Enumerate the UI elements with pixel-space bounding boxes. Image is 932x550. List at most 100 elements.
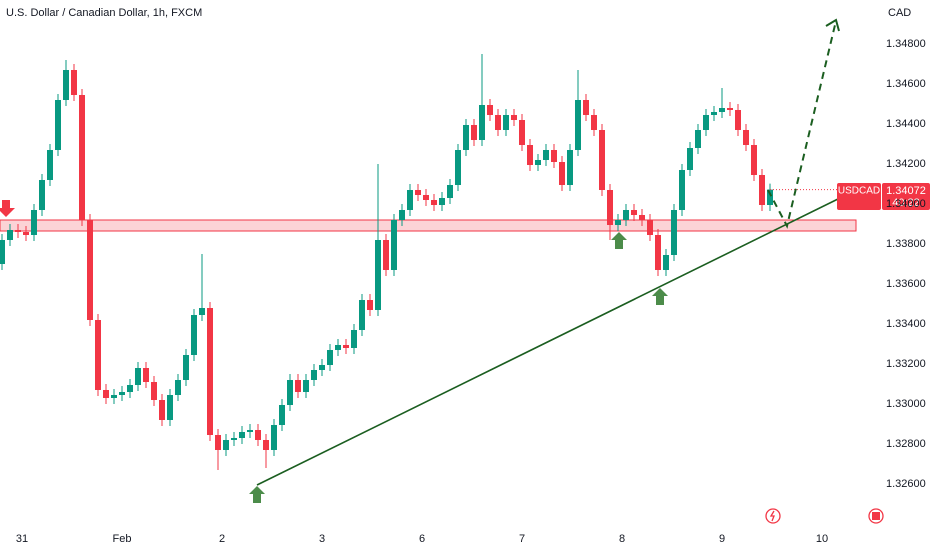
candle-body xyxy=(559,162,565,185)
candle-body xyxy=(87,220,93,320)
y-tick-label: 1.34800 xyxy=(886,38,926,50)
resistance-zone xyxy=(0,219,857,232)
currency-label: CAD xyxy=(888,7,911,19)
candle-body xyxy=(223,440,229,450)
y-tick-label: 1.34400 xyxy=(886,118,926,130)
y-tick-label: 1.33600 xyxy=(886,278,926,290)
countdown: 40:22 xyxy=(892,197,920,209)
x-tick-label: 9 xyxy=(719,533,725,545)
y-tick-label: 1.32600 xyxy=(886,478,926,490)
flag-icon-fill xyxy=(872,512,880,520)
candle-body xyxy=(607,190,613,225)
candle-body xyxy=(111,395,117,398)
candle-body xyxy=(343,345,349,348)
candle-body xyxy=(575,100,581,150)
candle-body xyxy=(303,380,309,392)
candle-body xyxy=(623,210,629,220)
candle-body xyxy=(719,108,725,112)
candle-body xyxy=(143,368,149,382)
candle-body xyxy=(199,308,205,315)
candle-body xyxy=(743,130,749,145)
candle-body xyxy=(15,230,21,232)
candle-body xyxy=(191,315,197,355)
candle-body xyxy=(271,425,277,450)
y-tick-label: 1.33000 xyxy=(886,398,926,410)
candle-body xyxy=(207,308,213,435)
candle-body xyxy=(367,300,373,310)
candle-body xyxy=(255,430,261,440)
candle-body xyxy=(47,150,53,180)
candle-body xyxy=(767,189,773,205)
candle-body xyxy=(295,380,301,392)
flag-icon[interactable] xyxy=(868,508,884,524)
candle-body xyxy=(335,345,341,350)
candle-body xyxy=(439,198,445,205)
candle-body xyxy=(239,432,245,438)
candle-body xyxy=(95,320,101,390)
price-tag xyxy=(837,183,881,210)
candle-body xyxy=(319,365,325,370)
x-tick-label: Feb xyxy=(113,533,132,545)
candle-body xyxy=(431,200,437,205)
candle-body xyxy=(639,215,645,220)
candle-body xyxy=(687,148,693,170)
x-tick-label: 8 xyxy=(619,533,625,545)
candle-body xyxy=(407,190,413,210)
candle-body xyxy=(511,115,517,120)
candle-body xyxy=(711,112,717,115)
x-tick-label: 7 xyxy=(519,533,525,545)
candle-body xyxy=(519,120,525,145)
candle-body xyxy=(151,382,157,400)
y-tick-label: 1.33800 xyxy=(886,238,926,250)
last-price: 1.34072 xyxy=(886,185,926,197)
candle-body xyxy=(119,392,125,395)
candle-body xyxy=(671,210,677,255)
candle-body xyxy=(71,70,77,95)
candle-body xyxy=(615,220,621,225)
candle-body xyxy=(735,110,741,130)
candle-body xyxy=(495,115,501,130)
candle-body xyxy=(351,330,357,348)
event-icon[interactable] xyxy=(765,508,781,524)
candle-body xyxy=(647,220,653,235)
candle-body xyxy=(359,300,365,330)
candle-body xyxy=(479,105,485,140)
y-tick-label: 1.33200 xyxy=(886,358,926,370)
price-tag-symbol: USDCAD xyxy=(838,186,880,197)
candle-body xyxy=(551,150,557,162)
y-tick-label: 1.34200 xyxy=(886,158,926,170)
candle-body xyxy=(247,430,253,432)
candle-body xyxy=(399,210,405,220)
y-tick-label: 1.34600 xyxy=(886,78,926,90)
last-price-tag xyxy=(882,183,930,210)
candle-body xyxy=(55,100,61,150)
candle-body xyxy=(487,105,493,115)
candle-body xyxy=(727,108,733,110)
candle-body xyxy=(751,145,757,175)
candle-body xyxy=(599,130,605,190)
candle-body xyxy=(263,440,269,450)
candle-body xyxy=(527,145,533,165)
candle-body xyxy=(63,70,69,100)
candle-body xyxy=(183,355,189,380)
x-tick-label: 31 xyxy=(16,533,28,545)
candle-body xyxy=(503,115,509,130)
candle-body xyxy=(391,220,397,270)
candle-body xyxy=(23,232,29,235)
candle-body xyxy=(455,150,461,185)
candle-body xyxy=(695,130,701,148)
trend-line xyxy=(256,197,841,486)
event-icon-bolt xyxy=(769,510,775,522)
candle-body xyxy=(631,210,637,215)
candle-body xyxy=(311,370,317,380)
candle-body xyxy=(543,150,549,160)
up-arrow xyxy=(652,288,668,305)
down-arrow xyxy=(0,200,15,217)
candle-body xyxy=(567,150,573,185)
up-arrow xyxy=(611,232,627,249)
candle-body xyxy=(215,435,221,450)
candle-body xyxy=(103,390,109,398)
candle-body xyxy=(591,115,597,130)
candle-body xyxy=(703,115,709,130)
